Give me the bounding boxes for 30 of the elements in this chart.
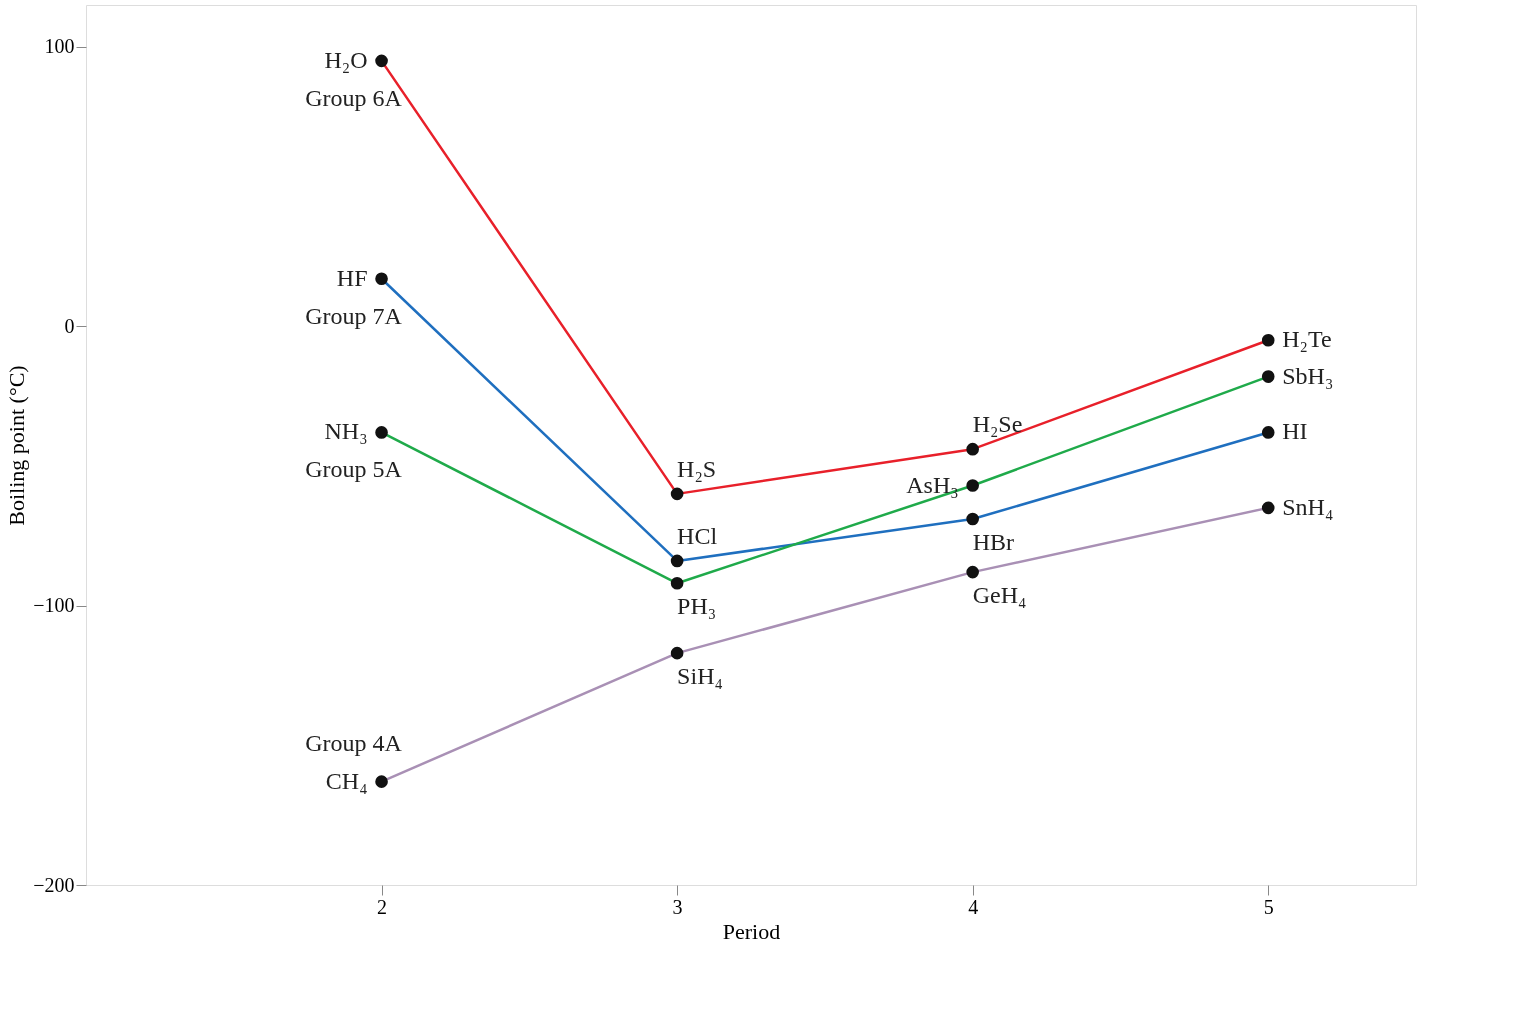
annotation: GeH₄ (972, 582, 1027, 609)
annotation: SiH₄ (677, 663, 723, 690)
annotation: H₂Se (972, 411, 1023, 438)
annotation: H₂S (677, 455, 717, 482)
series-label: Group 7A (305, 302, 403, 329)
y-tick-label: −200 (33, 873, 75, 896)
series-label: Group 5A (305, 456, 403, 483)
x-tick-label: 5 (1263, 895, 1274, 918)
annotation: SnH₄ (1282, 493, 1334, 520)
y-tick-label: 100 (44, 35, 75, 58)
annotation: HF (336, 264, 368, 291)
annotation: H₂Te (1282, 326, 1332, 353)
annotation: CH₄ (325, 767, 368, 794)
series-label: Group 4A (305, 729, 403, 756)
x-tick-label: 2 (377, 895, 388, 918)
y-tick-label: −100 (33, 594, 75, 617)
annotation: HBr (972, 529, 1015, 556)
y-axis-title: Boiling point (°C) (4, 365, 30, 526)
x-tick-label: 4 (968, 895, 979, 918)
annotation: HCl (677, 522, 718, 549)
y-tick-label: 0 (64, 314, 75, 337)
annotation: SbH₃ (1282, 362, 1334, 389)
annotation: AsH₃ (906, 471, 959, 498)
annotation: NH₃ (324, 418, 368, 445)
x-axis-title: Period (722, 918, 781, 944)
annotation: PH₃ (677, 593, 717, 620)
annotation: HI (1282, 418, 1308, 445)
x-tick-label: 3 (672, 895, 683, 918)
series-label: Group 6A (305, 84, 403, 111)
annotation: H₂O (324, 46, 368, 73)
